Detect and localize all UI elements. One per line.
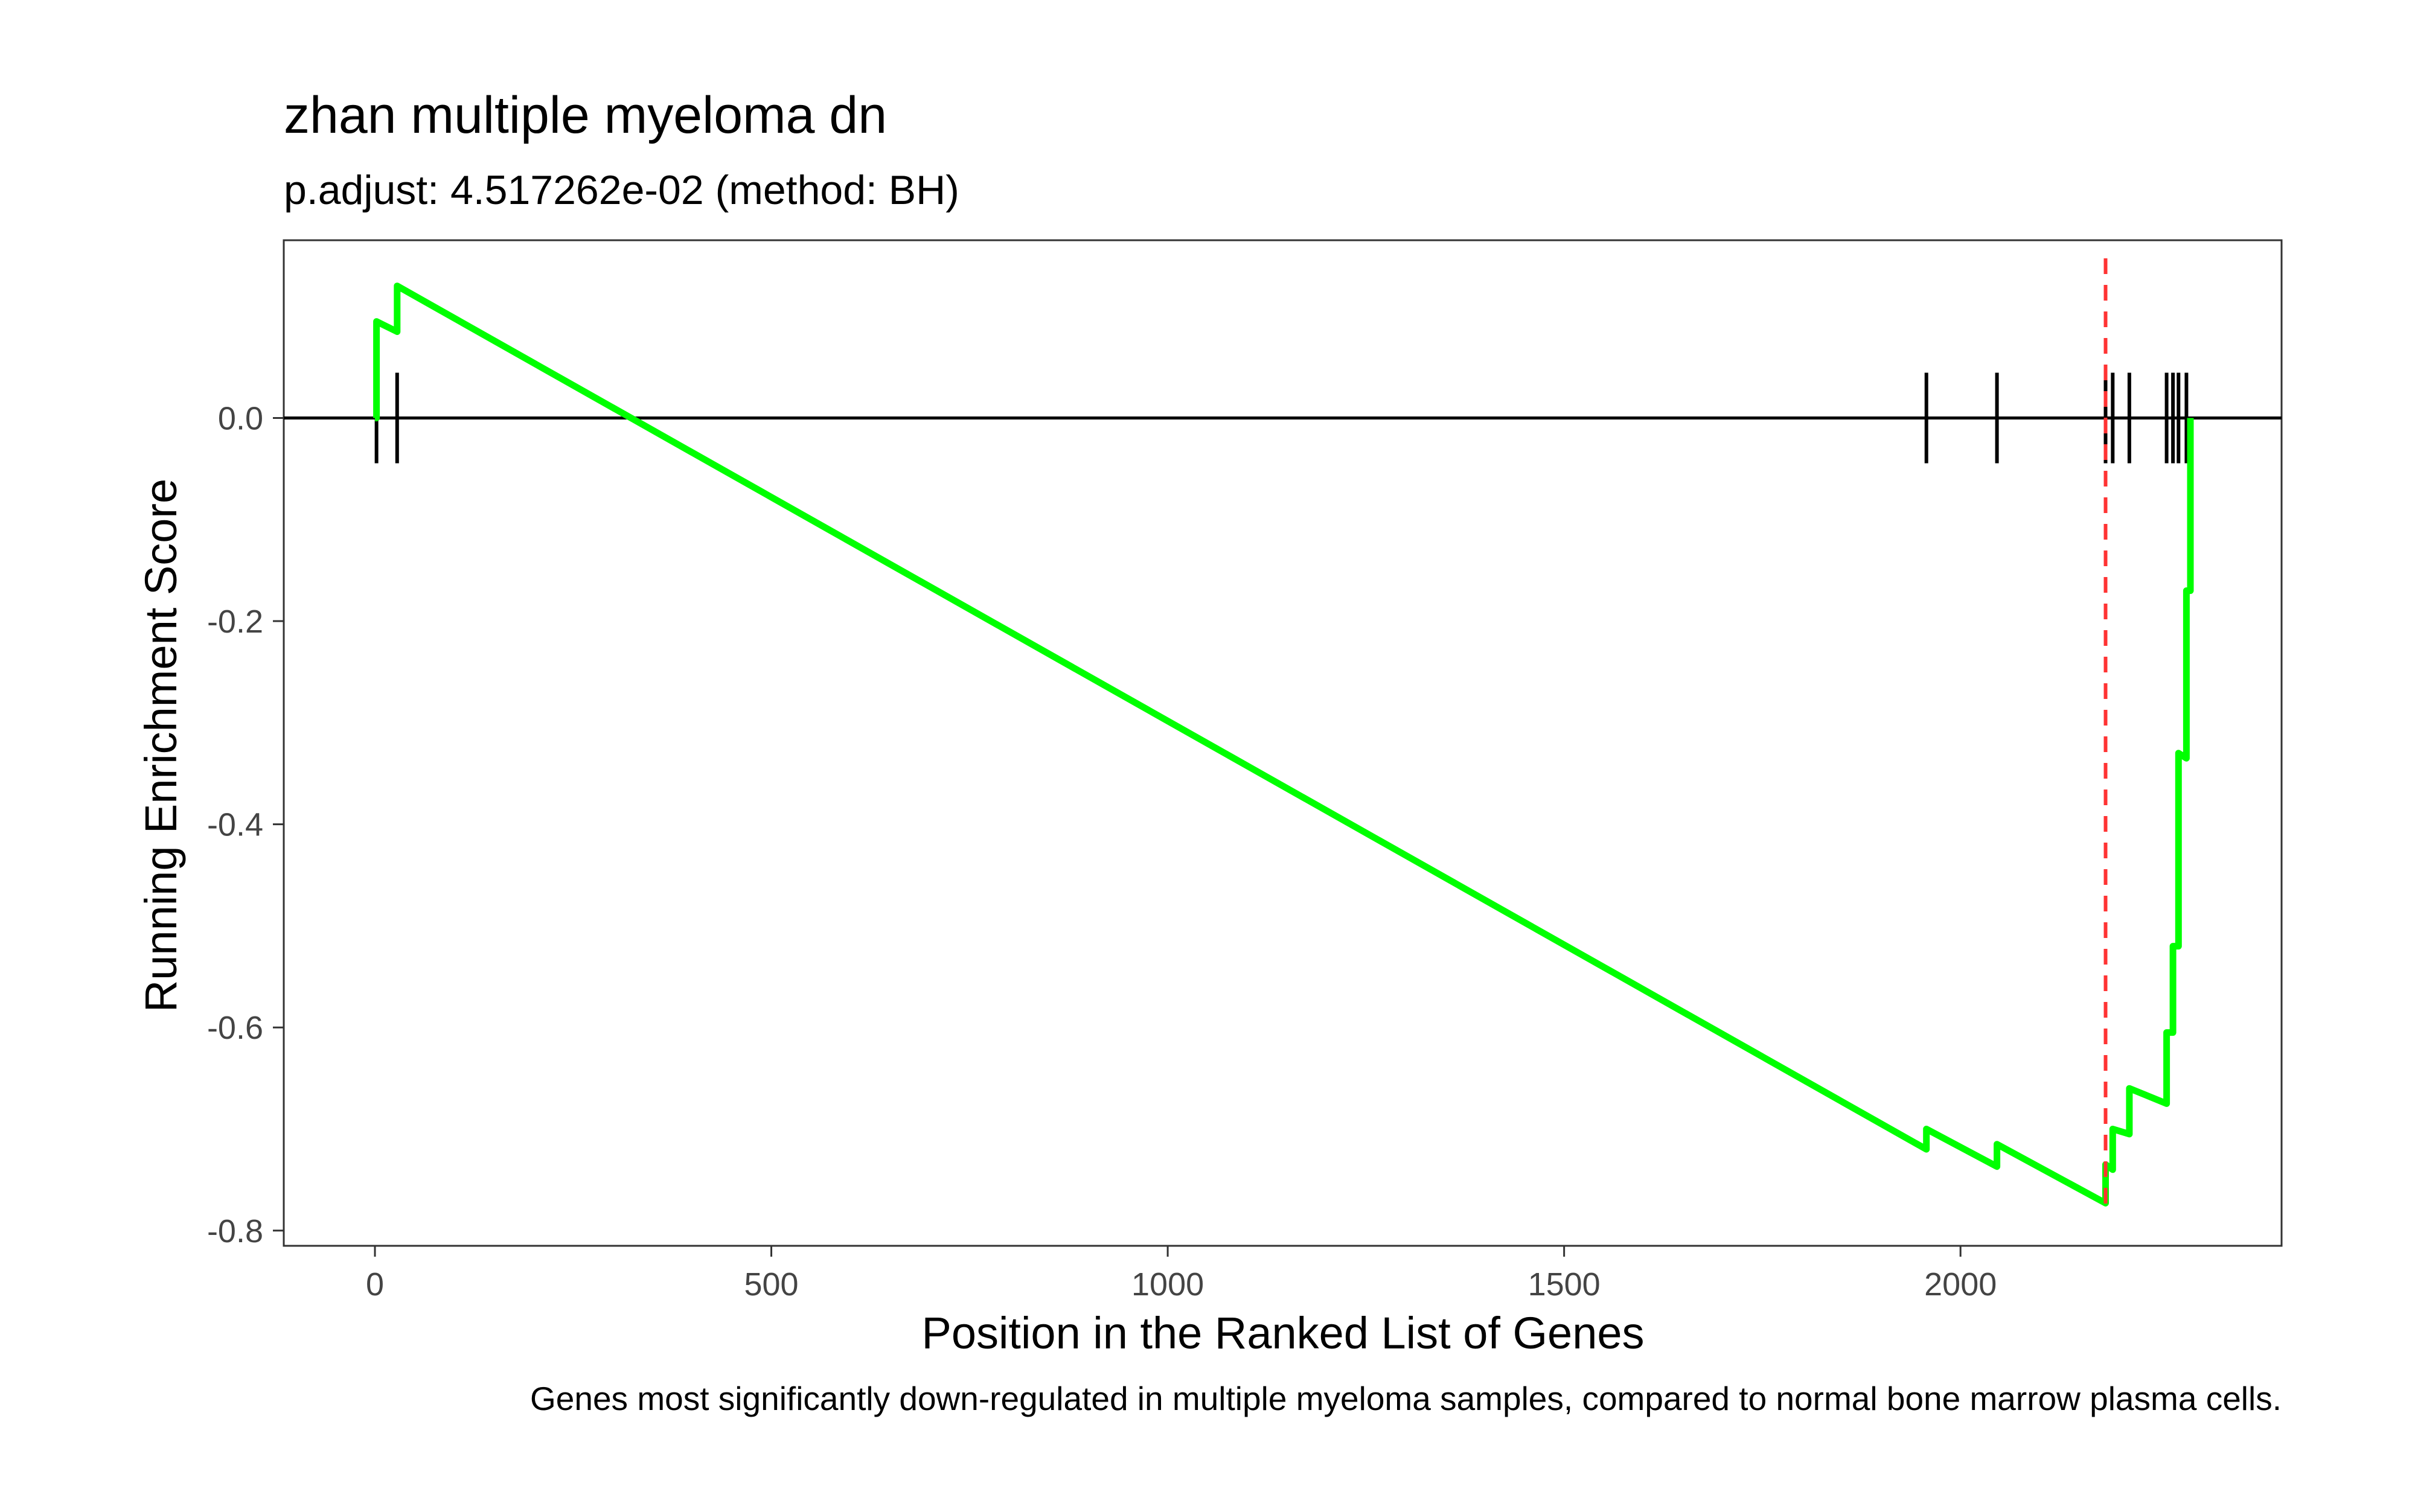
chart-caption: Genes most significantly down-regulated … <box>530 1380 2282 1417</box>
x-tick-label: 2000 <box>1924 1266 1997 1303</box>
x-tick-label: 1500 <box>1528 1266 1601 1303</box>
running-score-line <box>373 282 2194 1207</box>
x-tick-label: 0 <box>366 1266 384 1303</box>
chart-subtitle: p.adjust: 4.517262e-02 (method: BH) <box>284 167 959 213</box>
y-tick-label: -0.4 <box>207 807 263 843</box>
x-axis-label: Position in the Ranked List of Genes <box>921 1308 1644 1358</box>
panel-border <box>283 239 2283 1247</box>
plot-area: 0 500 1000 1500 2000 0.0 -0.2 -0.4 -0.6 -0.8 <box>207 239 2283 1303</box>
x-tick-label: 500 <box>744 1266 798 1303</box>
y-tick-label: -0.8 <box>207 1213 263 1249</box>
y-tick-label: 0.0 <box>218 400 263 436</box>
y-tick-label: -0.2 <box>207 604 263 640</box>
y-axis-label: Running Enrichment Score <box>136 479 186 1012</box>
y-tick-label: -0.6 <box>207 1010 263 1046</box>
chart-title: zhan multiple myeloma dn <box>284 86 887 144</box>
x-tick-label: 1000 <box>1131 1266 1204 1303</box>
